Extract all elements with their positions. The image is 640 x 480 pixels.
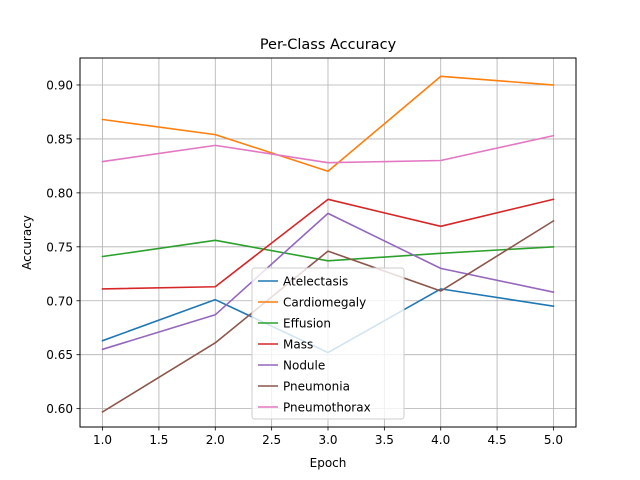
legend-label: Mass <box>283 338 313 352</box>
series-lines <box>101 75 555 413</box>
x-tick-label: 2.5 <box>262 433 281 447</box>
legend-box <box>251 267 405 420</box>
series-line-mass <box>101 198 555 290</box>
x-tick-label: 3.5 <box>375 433 394 447</box>
x-axis-label: Epoch <box>310 456 347 470</box>
series-line-effusion <box>101 239 555 262</box>
y-tick-label: 0.60 <box>46 402 73 416</box>
legend-label: Effusion <box>283 317 331 331</box>
legend-label: Atelectasis <box>283 275 348 289</box>
legend-label: Pneumonia <box>283 380 350 394</box>
y-tick-label: 0.65 <box>46 348 73 362</box>
x-tick-label: 3.0 <box>318 433 337 447</box>
series-line-pneumothorax <box>101 134 555 164</box>
chart-title: Per-Class Accuracy <box>260 37 397 53</box>
axis-ticks: 1.0 1.5 2.0 2.5 3.0 3.5 4.0 4.5 5.0 0.60 0.65 0.70 0… <box>46 78 563 447</box>
y-tick-label: 0.70 <box>46 294 73 308</box>
x-tick-label: 5.0 <box>544 433 563 447</box>
legend: Atelectasis Cardiomegaly Effusion Mass Nodul… <box>251 267 405 420</box>
series-line-nodule <box>101 212 555 351</box>
series-line-cardiomegaly <box>101 75 555 173</box>
legend-label: Nodule <box>283 359 325 373</box>
series-line-pneumonia <box>101 219 555 413</box>
x-tick-label: 2.0 <box>206 433 225 447</box>
y-tick-label: 0.80 <box>46 186 73 200</box>
legend-label: Pneumothorax <box>283 401 371 415</box>
y-axis-label: Accuracy <box>20 215 34 270</box>
x-tick-label: 1.0 <box>93 433 112 447</box>
x-tick-label: 1.5 <box>149 433 168 447</box>
legend-label: Cardiomegaly <box>283 296 366 310</box>
x-tick-label: 4.5 <box>488 433 507 447</box>
y-tick-label: 0.75 <box>46 240 73 254</box>
y-tick-label: 0.90 <box>46 78 73 92</box>
y-tick-label: 0.85 <box>46 132 73 146</box>
x-tick-label: 4.0 <box>431 433 450 447</box>
